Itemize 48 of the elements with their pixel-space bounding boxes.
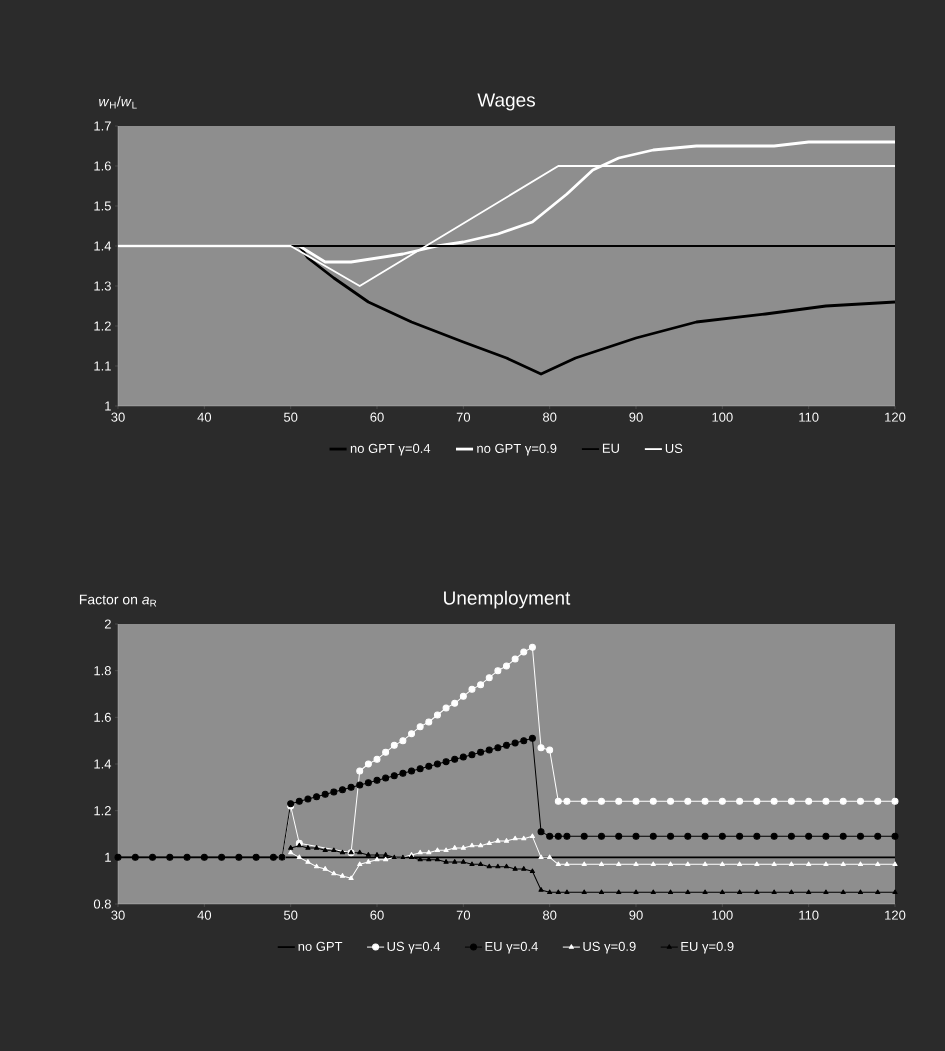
y-tick-label: 2	[104, 619, 111, 629]
x-tick-label: 120	[885, 910, 906, 920]
x-tick-label: 40	[197, 412, 212, 422]
legend-label: EU γ=0.4	[485, 941, 538, 954]
y-tick-label: 1	[105, 852, 111, 862]
y-axis-title: Factor on a$_{R}$	[79, 594, 157, 607]
x-tick-label: 80	[543, 412, 557, 422]
legend-label: EU	[602, 443, 619, 453]
y-tick-label: 1.6	[94, 712, 111, 722]
x-tick-label: 30	[111, 412, 125, 422]
legend-label: no GPT γ=0.4	[350, 443, 431, 456]
x-tick-label: 90	[629, 910, 643, 920]
legend-label: US γ=0.9	[583, 941, 636, 954]
x-tick-label: 100	[712, 412, 733, 422]
y-tick-label: 1.8	[94, 666, 111, 676]
chart-title: Unemployment	[444, 590, 571, 609]
chart-title: Wages	[477, 93, 536, 111]
legend-label: US	[665, 443, 683, 453]
legend-label: no GPT γ=0.9	[477, 443, 557, 456]
x-tick-label: 50	[283, 910, 298, 920]
y-tick-label: 0.8	[93, 899, 111, 909]
legend-label: no GPT	[298, 941, 343, 951]
legend-label: US γ=0.4	[387, 941, 441, 954]
x-tick-label: 110	[799, 910, 819, 920]
y-tick-label: 1.5	[94, 201, 111, 211]
y-tick-label: 1.7	[94, 121, 111, 131]
x-tick-label: 110	[799, 412, 819, 422]
x-tick-label: 50	[283, 412, 298, 422]
x-tick-label: 60	[370, 412, 384, 422]
y-tick-label: 1.4	[94, 241, 112, 251]
x-tick-label: 80	[543, 910, 557, 920]
y-tick-label: 1	[105, 401, 111, 411]
x-tick-label: 90	[629, 412, 643, 422]
x-tick-label: 70	[456, 910, 471, 920]
y-axis-title: w$_{H}$/w$_{L}$	[99, 96, 137, 109]
x-tick-label: 30	[111, 910, 125, 920]
x-tick-label: 100	[712, 910, 733, 920]
x-tick-label: 70	[456, 412, 471, 422]
x-tick-label: 40	[197, 910, 212, 920]
y-tick-label: 1.3	[94, 281, 111, 291]
y-tick-label: 1.2	[94, 321, 111, 331]
y-tick-label: 1.6	[94, 161, 111, 171]
x-tick-label: 120	[885, 412, 906, 422]
y-tick-label: 1.1	[94, 361, 111, 371]
y-tick-label: 1.4	[94, 759, 112, 769]
legend-label: EU γ=0.9	[681, 941, 734, 954]
y-tick-label: 1.2	[94, 806, 111, 816]
x-tick-label: 60	[370, 910, 384, 920]
